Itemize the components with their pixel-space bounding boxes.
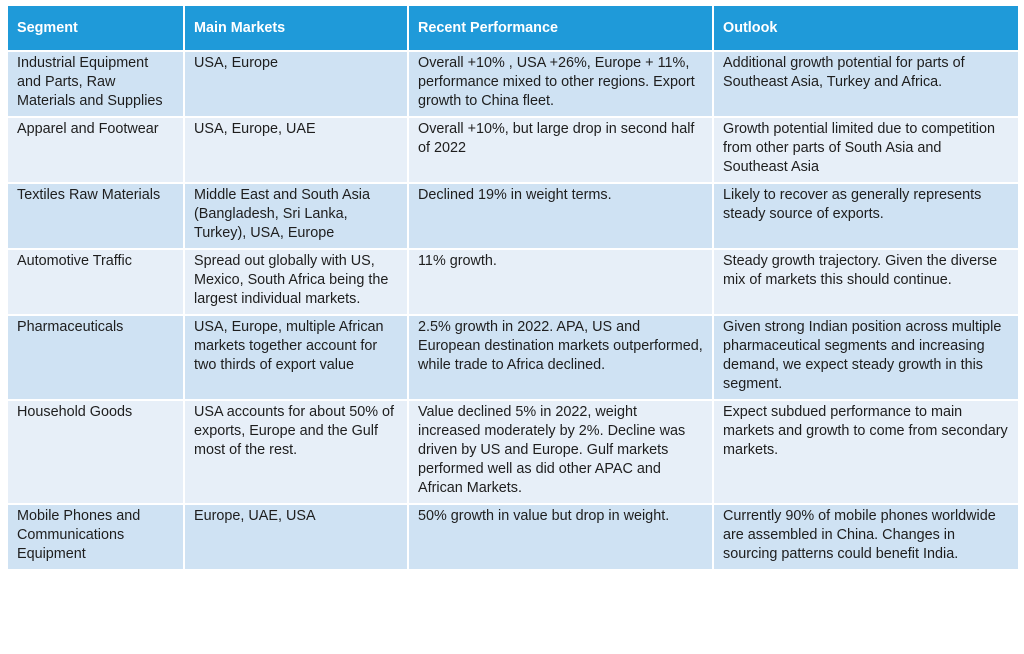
outlook-cell: Additional growth potential for parts of…: [713, 50, 1018, 117]
table-row: Mobile Phones and Communications Equipme…: [8, 503, 1018, 569]
segment-cell: Textiles Raw Materials: [8, 182, 185, 249]
header-outlook: Outlook: [713, 6, 1018, 51]
table-container: Segment Main Markets Recent Performance …: [8, 6, 1018, 569]
header-main-markets: Main Markets: [184, 6, 409, 51]
segment-cell: Apparel and Footwear: [8, 116, 185, 183]
markets-cell: USA, Europe, multiple African markets to…: [184, 314, 409, 400]
performance-cell: Overall +10% , USA +26%, Europe + 11%, p…: [408, 50, 714, 117]
table-row: Pharmaceuticals USA, Europe, multiple Af…: [8, 314, 1018, 400]
performance-cell: 50% growth in value but drop in weight.: [408, 503, 714, 569]
outlook-cell: Currently 90% of mobile phones worldwide…: [713, 503, 1018, 569]
outlook-cell: Given strong Indian position across mult…: [713, 314, 1018, 400]
table-row: Textiles Raw Materials Middle East and S…: [8, 182, 1018, 249]
performance-cell: Declined 19% in weight terms.: [408, 182, 714, 249]
performance-cell: 2.5% growth in 2022. APA, US and Europea…: [408, 314, 714, 400]
header-segment: Segment: [8, 6, 185, 51]
markets-cell: Spread out globally with US, Mexico, Sou…: [184, 248, 409, 315]
outlook-cell: Steady growth trajectory. Given the dive…: [713, 248, 1018, 315]
markets-cell: Europe, UAE, USA: [184, 503, 409, 569]
performance-cell: Value declined 5% in 2022, weight increa…: [408, 399, 714, 504]
table-row: Apparel and Footwear USA, Europe, UAE Ov…: [8, 116, 1018, 183]
export-segments-table: Segment Main Markets Recent Performance …: [8, 6, 1018, 569]
outlook-cell: Growth potential limited due to competit…: [713, 116, 1018, 183]
markets-cell: USA, Europe: [184, 50, 409, 117]
performance-cell: Overall +10%, but large drop in second h…: [408, 116, 714, 183]
table-row: Household Goods USA accounts for about 5…: [8, 399, 1018, 504]
segment-cell: Pharmaceuticals: [8, 314, 185, 400]
table-header-row: Segment Main Markets Recent Performance …: [8, 6, 1018, 51]
performance-cell: 11% growth.: [408, 248, 714, 315]
table-row: Automotive Traffic Spread out globally w…: [8, 248, 1018, 315]
header-recent-performance: Recent Performance: [408, 6, 714, 51]
markets-cell: USA accounts for about 50% of exports, E…: [184, 399, 409, 504]
table-row: Industrial Equipment and Parts, Raw Mate…: [8, 50, 1018, 117]
outlook-cell: Expect subdued performance to main marke…: [713, 399, 1018, 504]
segment-cell: Industrial Equipment and Parts, Raw Mate…: [8, 50, 185, 117]
segment-cell: Automotive Traffic: [8, 248, 185, 315]
markets-cell: USA, Europe, UAE: [184, 116, 409, 183]
outlook-cell: Likely to recover as generally represent…: [713, 182, 1018, 249]
segment-cell: Household Goods: [8, 399, 185, 504]
markets-cell: Middle East and South Asia (Bangladesh, …: [184, 182, 409, 249]
segment-cell: Mobile Phones and Communications Equipme…: [8, 503, 185, 569]
